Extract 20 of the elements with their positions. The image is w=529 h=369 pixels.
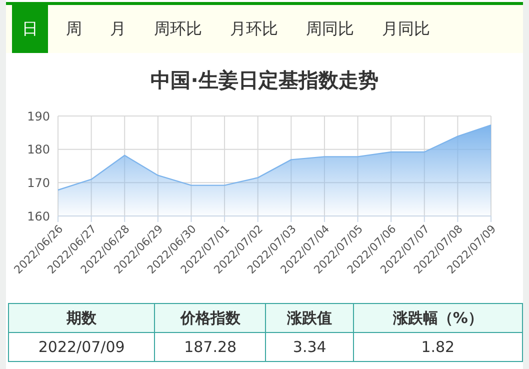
- chart-title: 中国·生姜日定基指数走势: [150, 67, 380, 94]
- y-tick-label: 180: [27, 142, 50, 157]
- text: 价格指数: [154, 304, 266, 332]
- text: 月环比: [229, 18, 279, 40]
- text: 2022/07/09: [8, 332, 155, 362]
- text: 涨跌值: [266, 304, 354, 332]
- y-tick-label: 170: [27, 176, 50, 190]
- text: 涨跌幅（%）: [353, 304, 522, 332]
- text: 周同比: [305, 18, 355, 40]
- text: 月: [109, 18, 127, 40]
- text: 1.82: [353, 332, 522, 362]
- text: 月同比: [381, 18, 431, 40]
- text: 日: [12, 5, 48, 53]
- text: 期数: [8, 304, 155, 332]
- text: 周环比: [153, 18, 203, 40]
- text: 3.34: [266, 332, 354, 362]
- text: 周: [65, 18, 83, 40]
- y-tick-label: 190: [27, 109, 50, 124]
- text: 187.28: [154, 332, 266, 362]
- y-tick-label: 160: [27, 209, 50, 224]
